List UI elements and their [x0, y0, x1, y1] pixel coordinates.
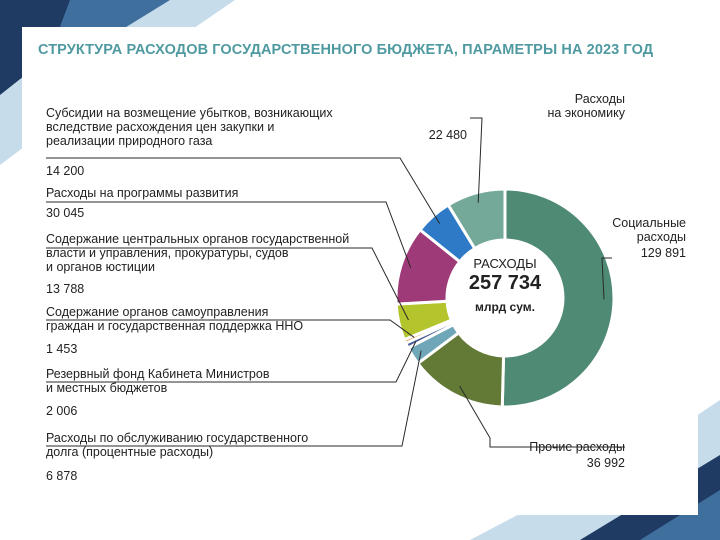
- leader-line-other: [459, 385, 625, 448]
- chart-title: СТРУКТУРА РАСХОДОВ ГОСУДАРСТВЕННОГО БЮДЖ…: [38, 42, 654, 58]
- slice-value-self-government: 1 453: [46, 342, 78, 356]
- leader-line-central-bodies: [46, 247, 409, 321]
- slice-value-social: 129 891: [640, 246, 686, 260]
- slice-value-economy: 22 480: [428, 128, 467, 142]
- center-total-value: 257 734: [468, 272, 542, 294]
- slice-label-self-government: Содержание органов самоуправления гражда…: [46, 305, 304, 333]
- slice-label-other: Прочие расходы: [529, 440, 625, 454]
- leader-line-self-government: [46, 319, 415, 338]
- leader-line-economy: [470, 117, 483, 203]
- slice-label-economy: Расходы на экономику: [547, 92, 625, 120]
- slice-label-reserve-fund: Резервный фонд Кабинета Министров и мест…: [46, 367, 270, 395]
- donut-slice-economy: [446, 187, 507, 251]
- slice-value-debt-service: 6 878: [46, 469, 78, 483]
- slice-label-development: Расходы на программы развития: [46, 186, 239, 200]
- leader-line-reserve-fund: [46, 341, 417, 383]
- slice-label-social: Социальные расходы: [612, 216, 686, 244]
- leader-line-social: [601, 257, 612, 300]
- slice-value-development: 30 045: [46, 206, 85, 220]
- slice-value-other: 36 992: [586, 456, 625, 470]
- center-caption-label: РАСХОДЫ: [473, 256, 537, 271]
- slice-value-central-bodies: 13 788: [46, 282, 85, 296]
- leader-line-development: [46, 201, 412, 268]
- slice-label-gas-subsidies: Субсидии на возмещение убытков, возникаю…: [46, 106, 333, 148]
- slice-value-reserve-fund: 2 006: [46, 404, 78, 418]
- slice-label-debt-service: Расходы по обслуживанию государственного…: [46, 431, 309, 459]
- leader-line-debt-service: [46, 350, 422, 447]
- decor-bottom-right-mid: [640, 490, 720, 540]
- center-unit: млрд сум.: [475, 300, 535, 314]
- donut-slice-social: [500, 187, 616, 409]
- leader-line-gas-subsidies: [46, 157, 441, 224]
- slice-value-gas-subsidies: 14 200: [46, 164, 85, 178]
- slice-label-central-bodies: Содержание центральных органов государст…: [46, 232, 350, 274]
